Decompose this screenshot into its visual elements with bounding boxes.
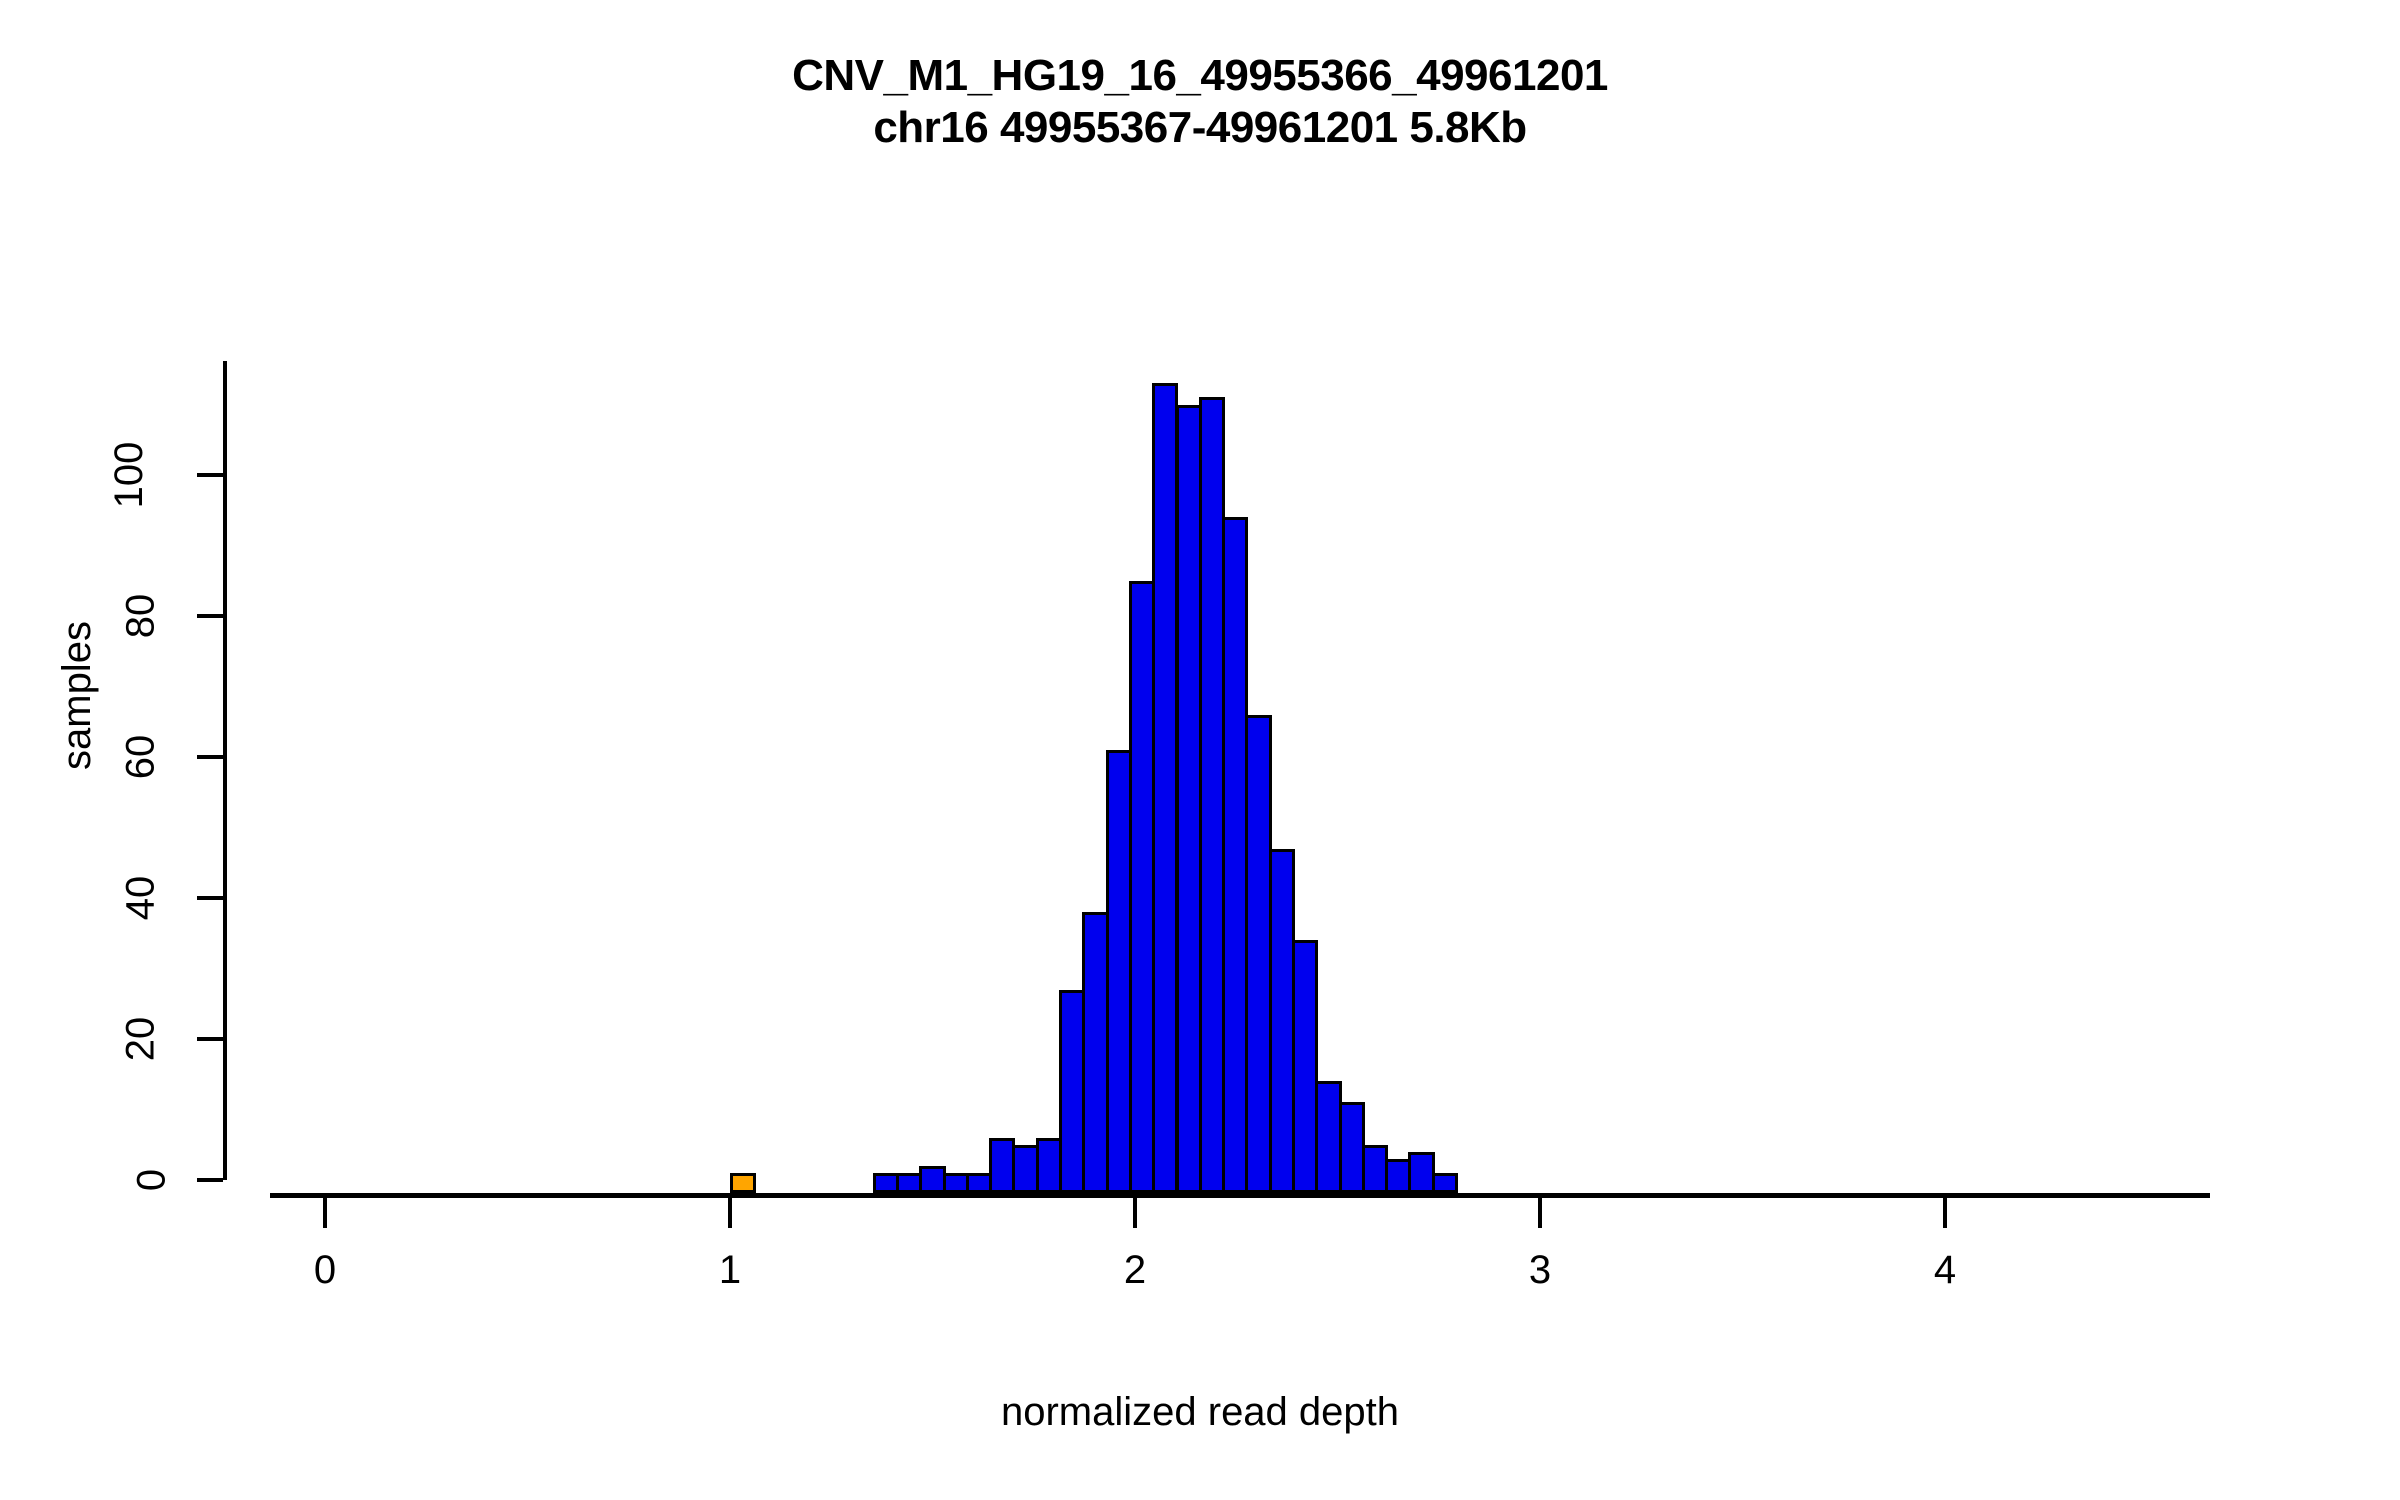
y-axis-title: samples bbox=[55, 621, 99, 770]
x-axis-tick bbox=[1943, 1198, 1947, 1228]
x-axis-tick-label: 0 bbox=[313, 1248, 337, 1292]
histogram-bar bbox=[1408, 1151, 1435, 1193]
x-axis-tick-label: 4 bbox=[1933, 1248, 1957, 1292]
y-axis-line bbox=[223, 361, 227, 1180]
x-axis-title: normalized read depth bbox=[1000, 1390, 1400, 1434]
x-axis-tick bbox=[1133, 1198, 1137, 1228]
x-axis-tick bbox=[1538, 1198, 1542, 1228]
chart-title: CNV_M1_HG19_16_49955366_49961201 bbox=[792, 51, 1608, 100]
chart-subtitle: chr16 49955367-49961201 5.8Kb bbox=[873, 102, 1527, 152]
chart-title-block: CNV_M1_HG19_16_49955366_49961201 chr16 4… bbox=[0, 50, 2400, 154]
histogram-bar bbox=[1431, 1172, 1458, 1193]
y-axis-tick-label: 60 bbox=[118, 734, 163, 780]
y-axis-tick bbox=[197, 1037, 223, 1041]
y-axis-tick-label: 100 bbox=[107, 441, 152, 509]
y-axis-tick bbox=[197, 755, 223, 759]
histogram-bar bbox=[989, 1137, 1016, 1193]
x-axis-tick bbox=[728, 1198, 732, 1228]
histogram-bar bbox=[1385, 1158, 1412, 1193]
y-axis-tick bbox=[197, 896, 223, 900]
x-axis-tick-label: 3 bbox=[1528, 1248, 1552, 1292]
x-axis-tick-label: 2 bbox=[1123, 1248, 1147, 1292]
histogram-bar bbox=[1291, 940, 1319, 1193]
x-axis-tick-label: 1 bbox=[718, 1248, 742, 1292]
y-axis-tick-label: 20 bbox=[118, 1016, 163, 1062]
y-axis-tick bbox=[197, 614, 223, 618]
x-axis-line bbox=[270, 1193, 2210, 1198]
y-axis-tick-label: 40 bbox=[118, 875, 163, 921]
y-axis-tick bbox=[197, 1178, 223, 1182]
y-axis-tick-label: 80 bbox=[118, 593, 163, 639]
x-axis-tick bbox=[323, 1198, 327, 1228]
y-axis-tick bbox=[197, 473, 223, 477]
y-axis-tick-label: 0 bbox=[129, 1168, 174, 1192]
histogram-bar bbox=[730, 1172, 757, 1193]
